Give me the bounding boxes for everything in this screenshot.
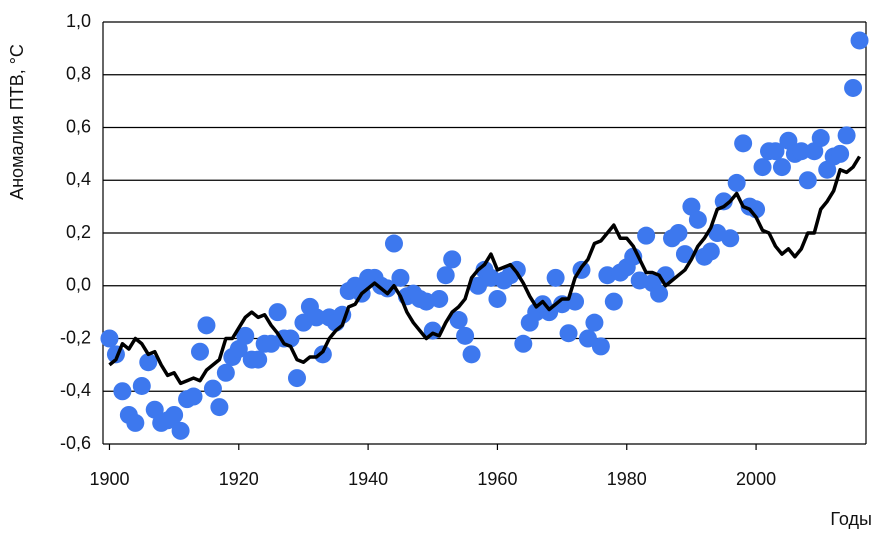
x-tick-label: 1920 (219, 469, 259, 489)
data-point (650, 284, 669, 303)
data-point (190, 342, 209, 361)
data-point (721, 229, 740, 248)
data-point (184, 387, 203, 406)
x-axis-label: Годы (830, 509, 872, 529)
data-point (798, 171, 817, 190)
data-point (171, 421, 190, 440)
data-point (604, 292, 623, 311)
data-point (546, 268, 565, 287)
data-point (675, 245, 694, 264)
data-point (113, 382, 132, 401)
data-point (591, 337, 610, 356)
smoothed-line (108, 155, 862, 386)
data-point (443, 250, 462, 269)
y-tick-label: -0,2 (60, 327, 91, 347)
data-point (578, 329, 597, 348)
y-tick-label: -0,6 (60, 433, 91, 453)
data-point (313, 345, 332, 364)
data-point (456, 326, 475, 345)
data-point (559, 324, 578, 343)
data-point (430, 289, 449, 308)
data-point (307, 308, 326, 327)
data-point (844, 78, 863, 97)
x-tick-label: 1980 (607, 469, 647, 489)
y-tick-label: 0,8 (66, 64, 91, 84)
data-point (792, 142, 811, 161)
data-point (714, 192, 733, 211)
data-point (514, 334, 533, 353)
data-point (831, 144, 850, 163)
data-point (236, 326, 255, 345)
data-point (436, 266, 455, 285)
data-point (734, 134, 753, 153)
data-point (287, 369, 306, 388)
data-point (197, 316, 216, 335)
data-point (139, 353, 158, 372)
y-tick-label: -0,4 (60, 380, 91, 400)
data-point (378, 279, 397, 298)
data-point (488, 289, 507, 308)
data-point (753, 158, 772, 177)
y-tick-label: 0,4 (66, 169, 91, 189)
data-point (469, 276, 488, 295)
y-tick-label: 0,6 (66, 116, 91, 136)
data-point (132, 376, 151, 395)
x-tick-label: 1960 (477, 469, 517, 489)
x-tick-label: 1940 (348, 469, 388, 489)
data-point (449, 311, 468, 330)
data-point (384, 234, 403, 253)
data-point (850, 31, 869, 50)
data-point (637, 226, 656, 245)
data-point (837, 126, 856, 145)
data-point (688, 210, 707, 229)
data-point (216, 363, 235, 382)
data-point (701, 242, 720, 261)
y-tick-label: 0,0 (66, 275, 91, 295)
data-point (100, 329, 119, 348)
data-point (727, 173, 746, 192)
data-point (126, 413, 145, 432)
data-point (811, 129, 830, 148)
x-tick-label: 1900 (89, 469, 129, 489)
y-tick-label: 1,0 (66, 11, 91, 31)
y-tick-label: 0,2 (66, 222, 91, 242)
data-point (772, 158, 791, 177)
data-point (249, 350, 268, 369)
data-point (165, 405, 184, 424)
data-point (268, 303, 287, 322)
data-point (766, 142, 785, 161)
data-point (585, 313, 604, 332)
data-point (210, 398, 229, 417)
data-point (462, 345, 481, 364)
data-point (391, 268, 410, 287)
y-axis-label: Аномалия ПТВ, °C (7, 44, 27, 200)
data-point (203, 379, 222, 398)
x-tick-label: 2000 (736, 469, 776, 489)
data-point (669, 224, 688, 242)
